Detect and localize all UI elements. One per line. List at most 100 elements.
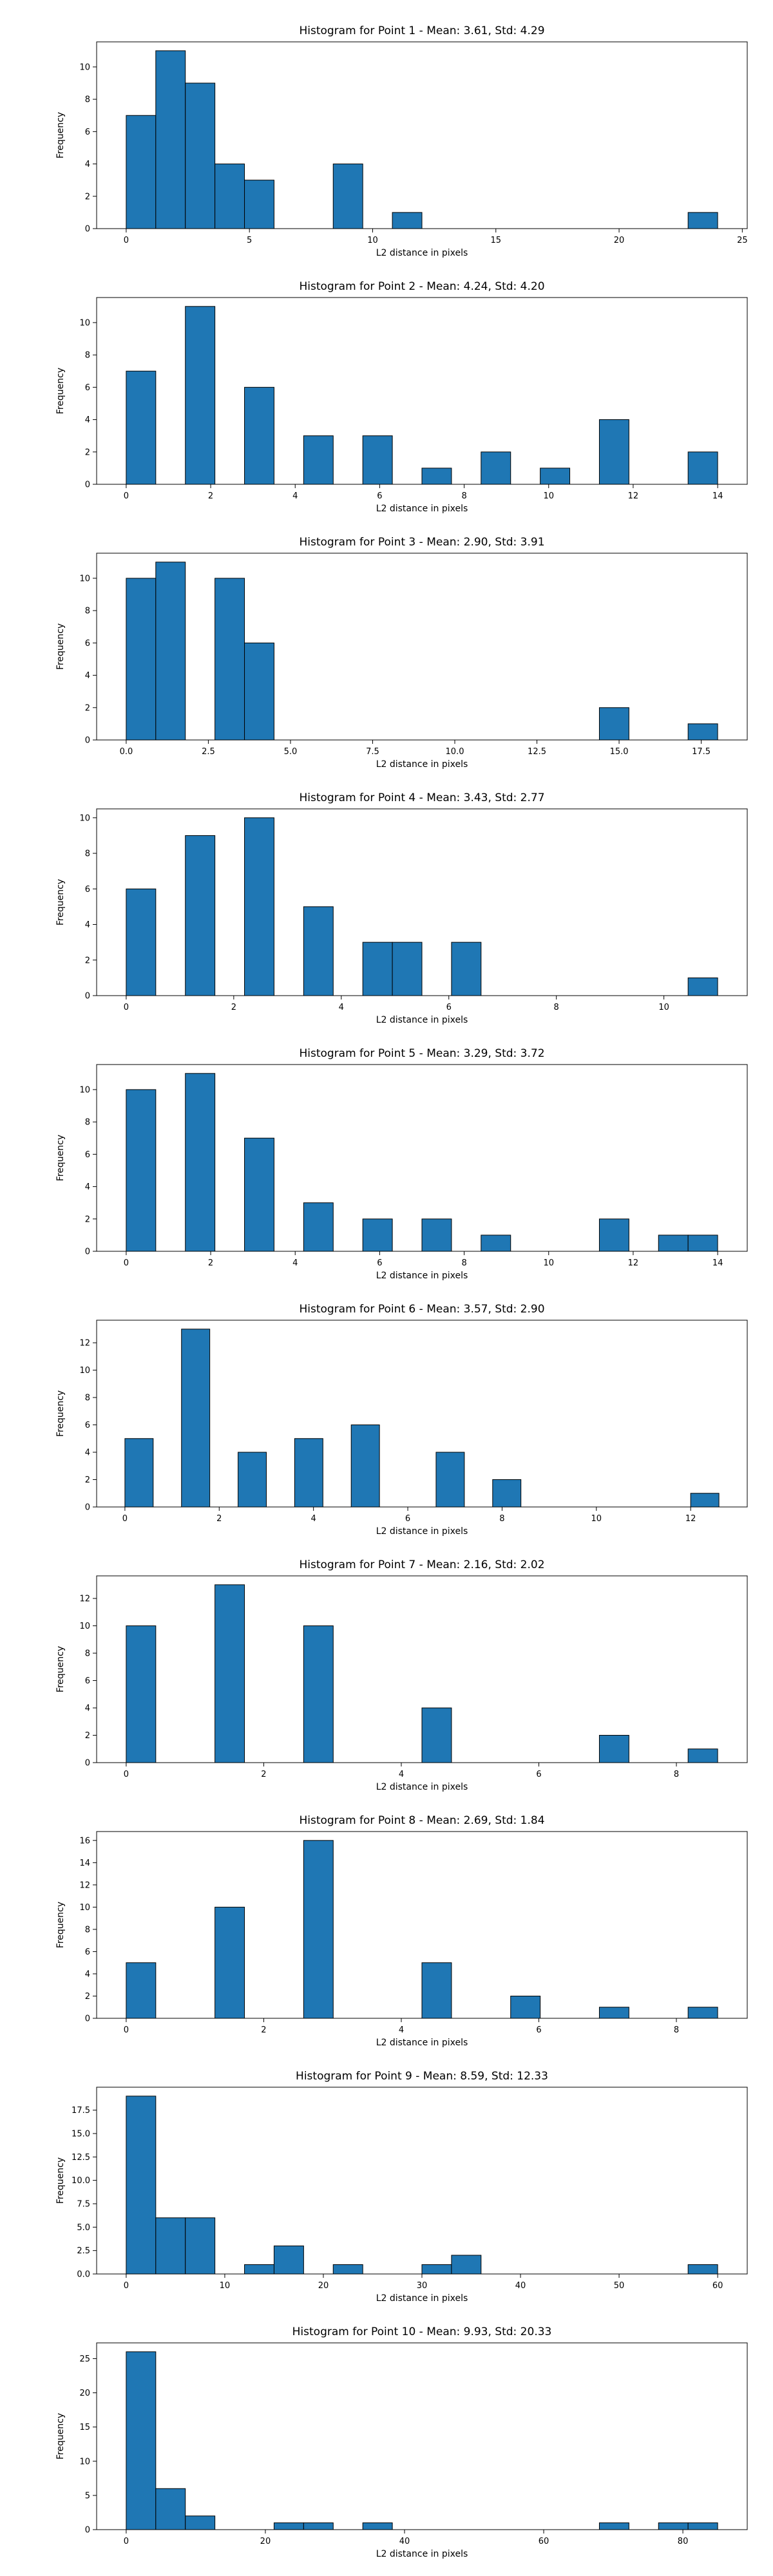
- chart-1-axes-frame: [96, 41, 748, 229]
- chart-1-bar-8: [687, 212, 718, 229]
- chart-6-ytick-label-7: 12: [79, 1339, 90, 1349]
- chart-1-bar-6: [332, 164, 363, 229]
- chart-9-bar-3: [185, 2217, 216, 2275]
- chart-7-ylabel: Frequency: [55, 1646, 66, 1692]
- chart-8-ytick-label-2: 2: [85, 1992, 90, 2002]
- chart-6-ytick-label-3: 4: [85, 1448, 90, 1458]
- chart-1-bar-4: [215, 164, 245, 229]
- chart-7-bar-5: [598, 1735, 629, 1763]
- chart-2-xtick-label-4: 6: [377, 491, 382, 501]
- chart-2-bar-1: [126, 370, 157, 485]
- chart-5-xtick-label-1: 0: [124, 1258, 129, 1268]
- chart-5-bar-1: [126, 1089, 157, 1252]
- chart-8-ytick-label-9: 16: [79, 1836, 90, 1846]
- chart-8-title: Histogram for Point 8 - Mean: 2.69, Std:…: [299, 1814, 544, 1827]
- chart-4-ytick-label-2: 2: [85, 956, 90, 965]
- chart-4-ytick-label-6: 10: [79, 813, 90, 823]
- chart-2-bar-4: [303, 435, 334, 485]
- chart-2-xtick-label-6: 10: [543, 491, 554, 501]
- chart-2-ytick-label-2: 2: [85, 448, 90, 457]
- chart-6-xtick-label-4: 6: [405, 1514, 410, 1524]
- chart-4-xtick-label-3: 4: [339, 1003, 344, 1012]
- chart-6-title: Histogram for Point 6 - Mean: 3.57, Std:…: [299, 1303, 544, 1316]
- chart-4-bar-2: [185, 835, 216, 996]
- chart-4-xtick-label-6: 10: [658, 1003, 669, 1012]
- chart-8-bar-3: [303, 1840, 334, 2019]
- chart-9-title: Histogram for Point 9 - Mean: 8.59, Std:…: [296, 2070, 548, 2083]
- chart-3-ytick-label-5: 8: [85, 607, 90, 616]
- chart-8-bar-5: [510, 1995, 541, 2019]
- chart-6-xtick-label-6: 10: [591, 1514, 602, 1524]
- chart-5-xtick-label-5: 8: [461, 1258, 466, 1268]
- chart-10-bar-5: [303, 2522, 334, 2530]
- chart-7-bar-4: [421, 1707, 452, 1763]
- chart-4-bar-5: [362, 942, 393, 996]
- chart-2-xtick-label-7: 12: [628, 491, 639, 501]
- chart-6-bar-6: [435, 1452, 465, 1508]
- chart-9-xtick-label-2: 10: [220, 2281, 231, 2291]
- chart-10-title: Histogram for Point 10 - Mean: 9.93, Std…: [292, 2325, 552, 2338]
- chart-8-ytick-label-4: 6: [85, 1947, 90, 1957]
- chart-9-ytick-label-1: 0.0: [77, 2270, 90, 2280]
- chart-1-bar-1: [126, 115, 157, 229]
- chart-4-bar-4: [303, 906, 334, 996]
- chart-6-bar-5: [350, 1425, 380, 1508]
- chart-6-bar-1: [124, 1438, 154, 1508]
- chart-10-ytick-label-6: 25: [79, 2354, 90, 2364]
- chart-5-bar-6: [421, 1218, 452, 1252]
- chart-7-ytick-label-1: 0: [85, 1759, 90, 1768]
- chart-1-ytick-label-1: 0: [85, 225, 90, 234]
- chart-6-ytick-label-2: 2: [85, 1475, 90, 1485]
- chart-2-xlabel: L2 distance in pixels: [376, 504, 468, 514]
- chart-5-ytick-label-6: 10: [79, 1085, 90, 1095]
- chart-1-xlabel: L2 distance in pixels: [376, 248, 468, 258]
- chart-9-ytick-label-2: 2.5: [77, 2246, 90, 2256]
- chart-5-bar-9: [658, 1235, 689, 1252]
- chart-10-bar-8: [658, 2522, 689, 2530]
- chart-9-xtick-label-4: 30: [417, 2281, 428, 2291]
- chart-4-title: Histogram for Point 4 - Mean: 3.43, Std:…: [299, 791, 544, 804]
- chart-9-bar-4: [244, 2264, 274, 2275]
- chart-6-bar-4: [294, 1438, 323, 1508]
- chart-3-xtick-label-8: 17.5: [692, 747, 711, 757]
- chart-1-title: Histogram for Point 1 - Mean: 3.61, Std:…: [299, 24, 544, 37]
- chart-6-ytick-label-4: 6: [85, 1421, 90, 1430]
- chart-1-ytick-label-5: 8: [85, 95, 90, 105]
- chart-3-xtick-label-4: 7.5: [366, 747, 379, 757]
- chart-4-xtick-label-4: 6: [446, 1003, 452, 1012]
- chart-2-ylabel: Frequency: [55, 368, 66, 414]
- chart-6-bar-7: [492, 1479, 522, 1508]
- chart-9-xtick-label-7: 60: [712, 2281, 723, 2291]
- chart-6-bar-3: [238, 1452, 267, 1508]
- chart-7-bar-6: [687, 1748, 718, 1763]
- chart-9-bar-9: [687, 2264, 718, 2275]
- chart-8-xlabel: L2 distance in pixels: [376, 2038, 468, 2048]
- chart-5-xtick-label-6: 10: [543, 1258, 554, 1268]
- chart-4-xlabel: L2 distance in pixels: [376, 1015, 468, 1025]
- chart-8-bar-1: [126, 1962, 157, 2019]
- chart-5-bar-10: [687, 1235, 718, 1252]
- chart-9-ytick-label-7: 15.0: [72, 2129, 90, 2139]
- chart-8-ytick-label-3: 4: [85, 1969, 90, 1979]
- chart-8-xtick-label-4: 6: [536, 2025, 541, 2035]
- chart-10-xtick-label-3: 40: [399, 2537, 410, 2546]
- chart-4-ytick-label-1: 0: [85, 992, 90, 1001]
- chart-7-ytick-label-6: 10: [79, 1622, 90, 1631]
- chart-9-ylabel: Frequency: [55, 2157, 66, 2204]
- chart-5-xtick-label-4: 6: [377, 1258, 382, 1268]
- chart-8-ytick-label-8: 14: [79, 1859, 90, 1868]
- chart-2-bar-5: [362, 435, 393, 485]
- chart-10-bar-2: [155, 2488, 186, 2530]
- chart-1-xtick-label-6: 25: [737, 236, 748, 245]
- chart-2-xtick-label-3: 4: [292, 491, 298, 501]
- chart-10-xtick-label-5: 80: [678, 2537, 689, 2546]
- chart-6-xtick-label-5: 8: [499, 1514, 504, 1524]
- chart-7-ytick-label-2: 2: [85, 1731, 90, 1741]
- chart-5-ylabel: Frequency: [55, 1135, 66, 1181]
- chart-2-xtick-label-8: 14: [712, 491, 723, 501]
- chart-8-bar-4: [421, 1962, 452, 2019]
- chart-3-bar-5: [598, 707, 629, 741]
- chart-4-bar-7: [451, 942, 482, 996]
- chart-8-ytick-label-7: 12: [79, 1880, 90, 1890]
